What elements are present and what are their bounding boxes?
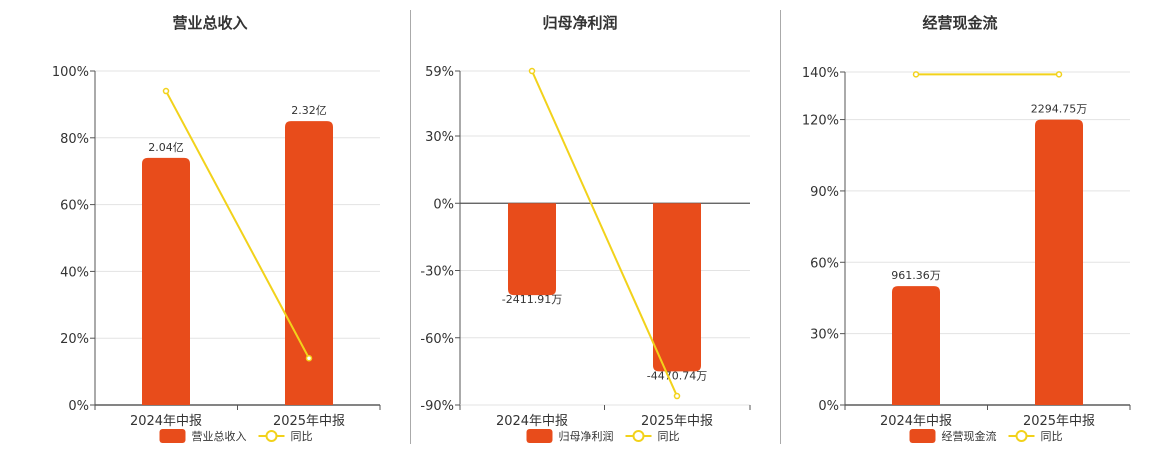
yoy-point — [912, 71, 920, 78]
legend-line-label: 同比 — [291, 430, 313, 443]
legend-bar-swatch — [526, 429, 553, 443]
yoy-point — [1055, 71, 1063, 78]
legend-line-marker — [632, 430, 645, 442]
legend-line-marker — [1015, 430, 1028, 442]
yoy-point — [673, 392, 681, 400]
bar-data-label: 2294.75万 — [1031, 103, 1088, 116]
y-tick-label: 90% — [810, 185, 839, 200]
chart-title: 归母净利润 — [542, 14, 617, 32]
bar-data-label: -2411.91万 — [502, 293, 562, 306]
chart-panel-net-profit: 归母净利润 -90% -60% -30% 0% 30% 59% -2411.91万 -4470.… — [380, 0, 780, 450]
y-tick-label: 80% — [60, 132, 89, 147]
bar-data-label: 961.36万 — [891, 269, 941, 282]
legend-line-marker — [265, 430, 278, 442]
y-tick-label: -60% — [420, 332, 454, 347]
bar — [142, 157, 190, 405]
chart-panel-revenue: 营业总收入 0% 20% 40% 60% 80% 100% 2.04亿 2.32亿 2024年中报… — [0, 0, 400, 450]
bar — [892, 286, 940, 405]
x-category-label: 2024年中报 — [496, 414, 568, 429]
y-tick-label: 140% — [802, 66, 839, 81]
y-tick-label: 120% — [802, 114, 839, 129]
bar-data-label: -4470.74万 — [647, 369, 707, 382]
y-tick-label: 0% — [68, 399, 89, 414]
x-category-label: 2024年中报 — [130, 414, 202, 429]
cash-flow-chart: 经营现金流 0% 30% 60% 90% 120% 140% 961.36万 2294.75万 2… — [802, 14, 1131, 443]
y-tick-label: 30% — [425, 130, 454, 145]
y-tick-label: 59% — [425, 65, 454, 80]
x-category-label: 2025年中报 — [1023, 414, 1095, 429]
y-tick-label: 60% — [60, 199, 89, 214]
y-tick-label: 0% — [433, 197, 454, 212]
legend-bar-swatch — [909, 429, 936, 443]
y-tick-label: 20% — [60, 332, 89, 347]
bar-data-label: 2.32亿 — [291, 104, 327, 117]
legend-bar-label: 营业总收入 — [192, 429, 247, 443]
chart-panel-cash-flow: 经营现金流 0% 30% 60% 90% 120% 140% 961.36万 2294.75万 2… — [760, 0, 1160, 450]
y-tick-label: -90% — [420, 399, 454, 414]
yoy-point — [305, 354, 313, 362]
net-profit-chart: 归母净利润 -90% -60% -30% 0% 30% 59% -2411.91万 -4470.… — [420, 14, 751, 443]
bar — [285, 121, 333, 405]
yoy-point — [528, 67, 536, 75]
y-tick-label: -30% — [420, 265, 454, 280]
revenue-chart: 营业总收入 0% 20% 40% 60% 80% 100% 2.04亿 2.32亿 2024年中报… — [52, 14, 381, 443]
y-tick-label: 30% — [810, 328, 839, 343]
y-tick-label: 100% — [52, 65, 89, 80]
x-category-label: 2025年中报 — [641, 414, 713, 429]
divider — [780, 10, 781, 444]
bar — [653, 203, 701, 372]
bar — [508, 203, 556, 296]
yoy-point — [162, 87, 170, 95]
legend-line-label: 同比 — [1041, 430, 1063, 443]
chart-title: 营业总收入 — [172, 14, 247, 32]
chart-title: 经营现金流 — [922, 14, 997, 32]
yoy-line — [165, 90, 310, 359]
yoy-line — [531, 70, 678, 397]
y-tick-label: 0% — [818, 399, 839, 414]
bar — [1035, 119, 1083, 406]
bar-data-label: 2.04亿 — [148, 141, 184, 154]
legend-bar-label: 经营现金流 — [942, 429, 997, 443]
divider — [410, 10, 411, 444]
legend-bar-swatch — [159, 429, 186, 443]
y-tick-label: 40% — [60, 265, 89, 280]
y-tick-label: 60% — [810, 256, 839, 271]
x-category-label: 2024年中报 — [880, 414, 952, 429]
legend-line-label: 同比 — [658, 430, 680, 443]
x-category-label: 2025年中报 — [273, 414, 345, 429]
legend-bar-label: 归母净利润 — [559, 429, 614, 443]
